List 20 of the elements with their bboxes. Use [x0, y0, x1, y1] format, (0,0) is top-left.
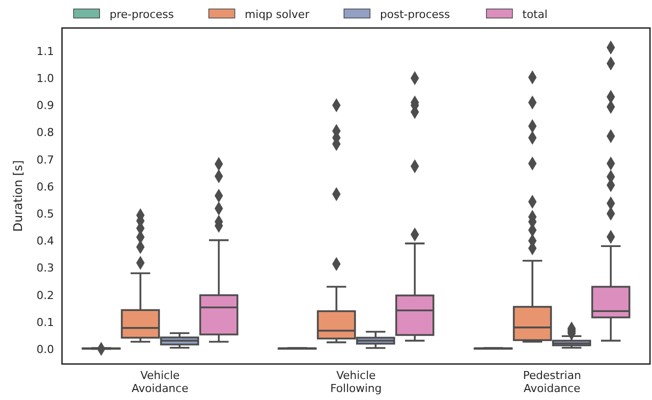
- x-tick-label: Vehicle Avoidance: [132, 369, 189, 395]
- y-tick-label: 1.1: [36, 44, 54, 58]
- y-tick-label: 0.7: [36, 153, 54, 166]
- y-tick-label: 0.5: [36, 207, 54, 220]
- y-tick-label: 0.3: [36, 262, 54, 275]
- legend-label: pre-process: [110, 8, 174, 21]
- y-tick-label: 0.8: [36, 126, 54, 140]
- y-tick-label: 0.9: [36, 99, 54, 112]
- legend-label: total: [522, 8, 548, 21]
- y-tick-label: 1.0: [36, 72, 54, 85]
- y-tick-label: 0.2: [36, 288, 54, 302]
- y-tick-label: 0.0: [36, 342, 54, 356]
- x-tick-label: Vehicle Following: [330, 369, 382, 395]
- y-tick-label: 0.1: [36, 316, 54, 329]
- y-axis-title: Duration [s]: [11, 160, 25, 232]
- y-tick-label: 0.6: [36, 180, 54, 194]
- legend-label: miqp solver: [244, 8, 310, 21]
- y-tick-label: 0.4: [36, 234, 54, 248]
- x-tick-label: Pedestrian Avoidance: [522, 369, 582, 395]
- legend-label: post-process: [380, 8, 450, 21]
